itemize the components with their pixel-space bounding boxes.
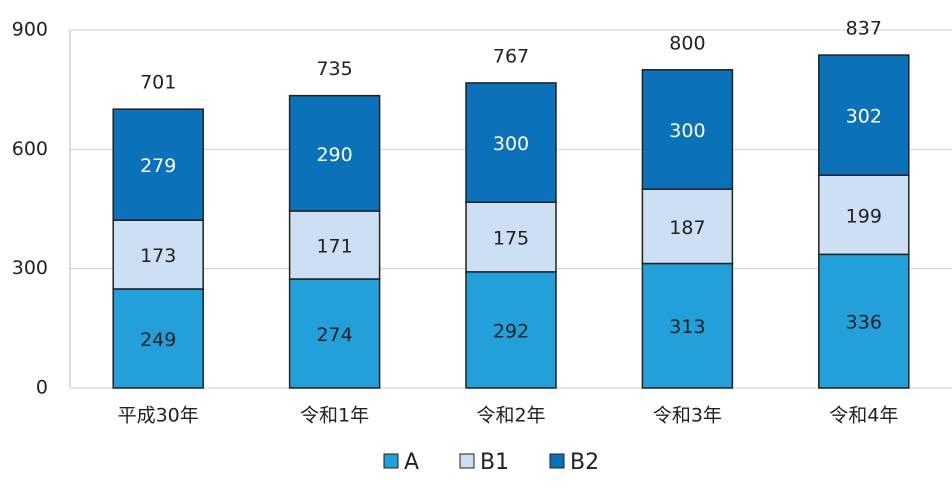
bar-segment — [112, 219, 204, 290]
y-tick-label: 300 — [12, 257, 48, 279]
value-label: 274 — [316, 324, 352, 346]
value-label: 290 — [316, 144, 352, 166]
value-label: 187 — [669, 217, 705, 239]
value-label: 171 — [316, 235, 352, 257]
x-tick-label: 令和4年 — [829, 405, 898, 427]
legend-marker — [459, 453, 475, 469]
y-tick-label: 0 — [36, 377, 48, 399]
value-label: 175 — [493, 228, 529, 250]
bar-segment — [818, 54, 910, 176]
value-label: 300 — [493, 133, 529, 155]
value-label: 249 — [140, 329, 176, 351]
bar-segment — [288, 94, 381, 212]
bar-segment — [465, 82, 557, 203]
bar-segment — [112, 108, 204, 221]
x-tick-label: 令和2年 — [476, 405, 545, 427]
x-tick-label: 令和1年 — [300, 405, 369, 427]
value-label: 300 — [669, 120, 705, 142]
bar-segment — [641, 69, 734, 190]
bar-segment — [818, 253, 910, 389]
total-label: 701 — [140, 72, 176, 94]
value-label: 173 — [140, 245, 176, 267]
value-label: 279 — [140, 155, 176, 177]
total-label: 735 — [316, 58, 352, 80]
bar-segment — [641, 262, 734, 389]
bar-segment — [465, 201, 557, 273]
legend-marker — [383, 453, 399, 469]
y-tick-label: 900 — [12, 19, 48, 41]
total-label: 837 — [846, 18, 882, 40]
value-label: 302 — [846, 106, 882, 128]
legend-marker — [549, 453, 565, 469]
x-tick-label: 令和3年 — [653, 405, 722, 427]
total-label: 767 — [493, 45, 529, 67]
bar-segment — [818, 174, 910, 256]
bar-segment — [112, 288, 204, 389]
value-label: 199 — [846, 205, 882, 227]
legend-label: B2 — [570, 450, 599, 475]
value-label: 336 — [846, 312, 882, 334]
value-label: 313 — [669, 316, 705, 338]
y-tick-label: 600 — [12, 138, 48, 160]
total-label: 800 — [669, 32, 705, 54]
value-label: 292 — [493, 320, 529, 342]
legend-label: A — [404, 450, 419, 475]
bar-segment — [465, 271, 557, 389]
x-tick-label: 平成30年 — [118, 405, 199, 427]
legend-label: B1 — [480, 450, 509, 475]
